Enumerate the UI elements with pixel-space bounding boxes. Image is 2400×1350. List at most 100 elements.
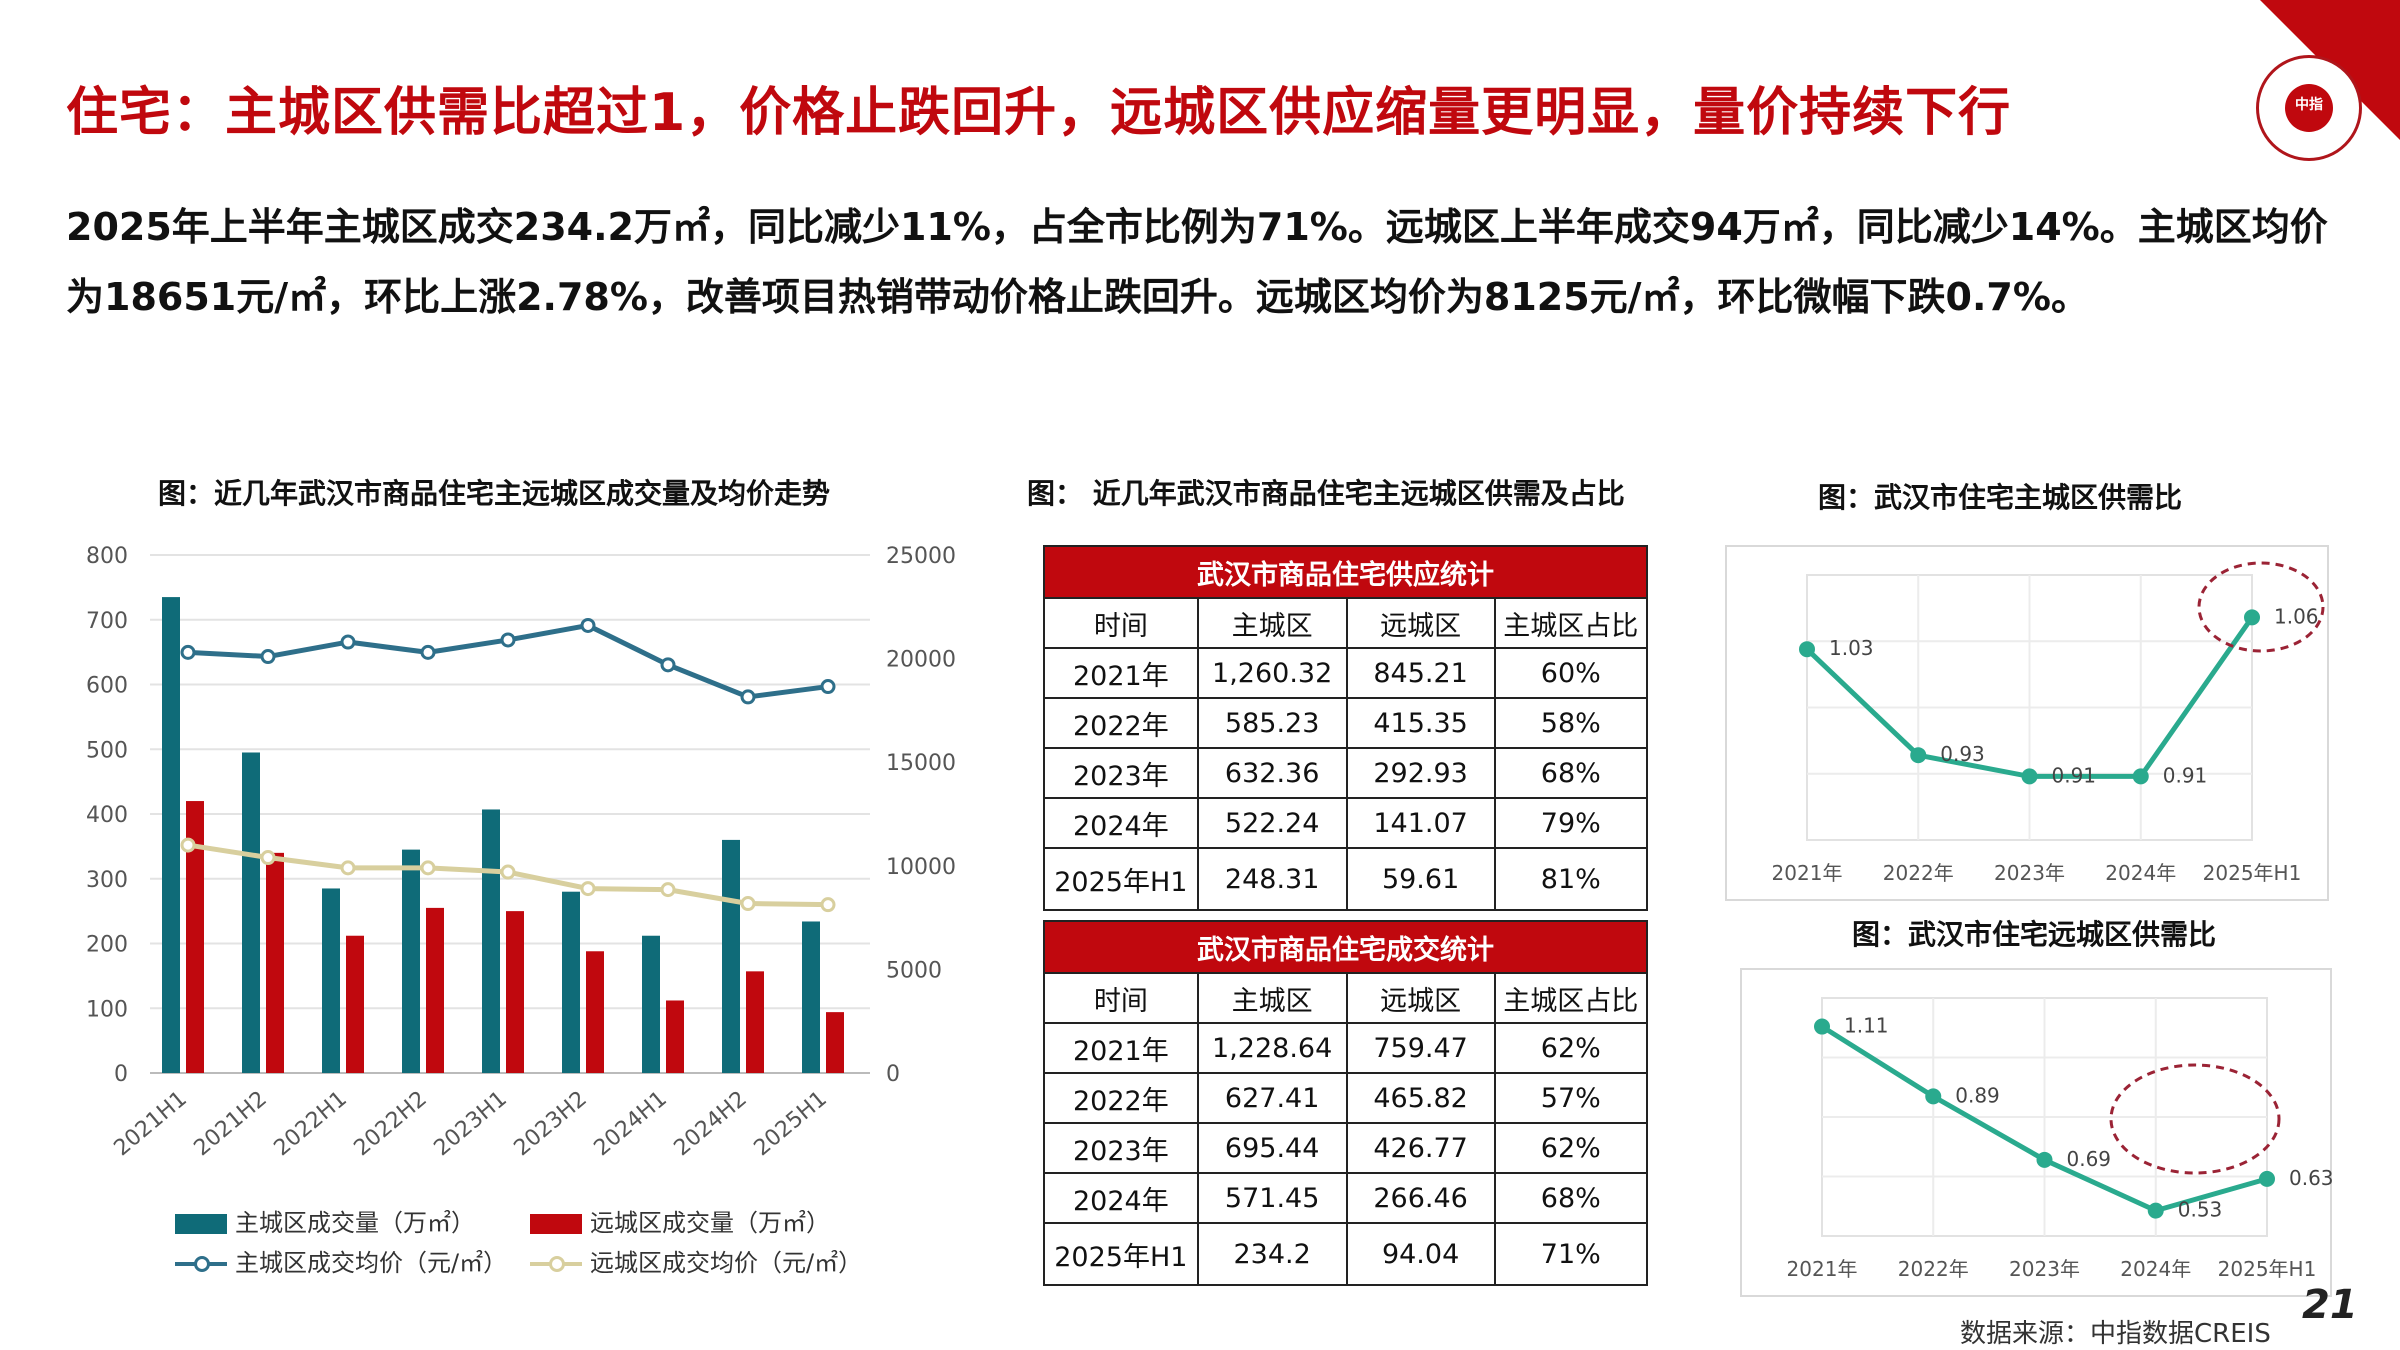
main-volume-bar (642, 935, 660, 1073)
column-header: 主城区占比 (1493, 972, 1649, 1024)
seal-text: 中指 (2295, 97, 2323, 113)
table-cell: 2021年 (1043, 1022, 1199, 1074)
x-tick-label: 2023年 (2009, 1257, 2080, 1281)
table-row: 2025年H1 248.31 59.61 81% (1043, 847, 1649, 911)
chart2-panel (1725, 545, 2329, 901)
main-volume-bar (402, 849, 420, 1073)
table-cell: 248.31 (1196, 847, 1348, 911)
data-label: 1.03 (1829, 636, 1874, 660)
far-price-point (740, 896, 756, 912)
table-cell: 2025年H1 (1043, 1222, 1199, 1286)
table-row: 2022年 585.23 415.35 58% (1043, 697, 1649, 749)
x-tick-label: 2021H1 (110, 1086, 192, 1161)
x-tick-label: 2023H2 (510, 1086, 592, 1161)
table-cell: 2022年 (1043, 697, 1199, 749)
far-volume-bar (186, 801, 204, 1073)
table-cell: 1,228.64 (1196, 1022, 1348, 1074)
legend-swatch (530, 1214, 582, 1234)
main-volume-bar (722, 839, 740, 1073)
x-tick-label: 2021H2 (190, 1086, 272, 1161)
x-tick-label: 2025年H1 (2218, 1257, 2317, 1281)
data-label: 0.91 (2163, 763, 2208, 787)
far-price-point (340, 860, 356, 876)
table-cell: 695.44 (1196, 1122, 1348, 1174)
volume-price-chart: 0 100 200 300 400 500 600 700 800 0 5000 10000 15000… (86, 544, 956, 1161)
x-tick-label: 2025年H1 (2203, 861, 2302, 885)
x-tick-label: 2024H1 (590, 1086, 672, 1161)
column-header: 远城区 (1345, 597, 1496, 649)
far-volume-bar (346, 935, 364, 1073)
far-price-point (660, 882, 676, 898)
supply-table: 武汉市商品住宅供应统计 时间 主城区 远城区 主城区占比 2021年 1,260.32 84… (1043, 545, 1649, 911)
far-volume-bar (506, 911, 524, 1073)
table-cell: 59.61 (1345, 847, 1496, 911)
ratio-point (2036, 1151, 2053, 1168)
x-tick-label: 2024年 (2105, 861, 2176, 885)
y-tick-label: 800 (86, 544, 128, 569)
table-cell: 62% (1493, 1022, 1649, 1074)
table-cell: 266.46 (1345, 1172, 1496, 1224)
chart3-panel (1740, 968, 2332, 1297)
table-cell: 94.04 (1345, 1222, 1496, 1286)
table-cell: 632.36 (1196, 747, 1348, 799)
ratio-point (2021, 768, 2038, 785)
table-cell: 522.24 (1196, 797, 1348, 849)
table-cell: 2024年 (1043, 797, 1199, 849)
x-tick-label: 2023年 (1994, 861, 2065, 885)
page-title: 住宅：主城区供需比超过1，价格止跌回升，远城区供应缩量更明显，量价持续下行 (66, 83, 2012, 143)
deal-table-header: 武汉市商品住宅成交统计 (1043, 920, 1648, 974)
y-tick-label: 300 (86, 868, 128, 893)
y-tick-label: 600 (86, 674, 128, 699)
y-tick-label: 400 (86, 803, 128, 828)
table-cell: 1,260.32 (1196, 647, 1348, 699)
x-tick-label: 2022年 (1883, 861, 1954, 885)
data-label: 1.11 (1844, 1014, 1889, 1038)
seal-center (2285, 84, 2333, 132)
main-price-point (740, 689, 756, 705)
column-header: 主城区占比 (1493, 597, 1649, 649)
table-cell: 57% (1493, 1072, 1649, 1124)
data-label: 0.63 (2289, 1166, 2334, 1190)
data-label: 1.06 (2274, 604, 2319, 628)
main-city-ratio-chart: 1.03 2021年 0.93 2022年 0.91 2023年 0.91 2024年 1.06… (1772, 561, 2325, 885)
ratio-point (2132, 768, 2149, 785)
ratio-point (1910, 747, 1927, 764)
table-cell: 2021年 (1043, 647, 1199, 699)
table-cell: 79% (1493, 797, 1649, 849)
table-cell: 845.21 (1345, 647, 1496, 699)
y2-tick-label: 25000 (886, 544, 956, 569)
far-price-point (420, 860, 436, 876)
x-tick-label: 2024H2 (670, 1086, 752, 1161)
legend-item-far-price: 远城区成交均价（元/㎡） (530, 1243, 862, 1278)
legend-swatch (175, 1214, 227, 1234)
table-cell: 2023年 (1043, 1122, 1199, 1174)
table-cell: 81% (1493, 847, 1649, 911)
far-price-point (820, 897, 836, 913)
x-tick-label: 2023H1 (430, 1086, 512, 1161)
table-cell: 60% (1493, 647, 1649, 699)
chart2-title: 图：武汉市住宅主城区供需比 (1818, 481, 2183, 514)
table-cell: 292.93 (1345, 747, 1496, 799)
data-label: 0.93 (1940, 742, 1985, 766)
far-volume-bar (666, 1000, 684, 1073)
table-cell: 571.45 (1196, 1172, 1348, 1224)
table-row: 2024年 571.45 266.46 68% (1043, 1172, 1649, 1224)
legend-swatch (530, 1256, 582, 1272)
x-tick-label: 2021年 (1787, 1257, 1858, 1281)
y2-tick-label: 0 (886, 1062, 900, 1087)
column-header: 时间 (1043, 597, 1199, 649)
supply-table-header: 武汉市商品住宅供应统计 (1043, 545, 1648, 599)
far-volume-bar (426, 907, 444, 1073)
table-cell: 58% (1493, 697, 1649, 749)
far-volume-bar (826, 1012, 844, 1073)
data-label: 0.69 (2067, 1147, 2112, 1171)
x-tick-label: 2022H2 (350, 1086, 432, 1161)
column-header: 远城区 (1345, 972, 1496, 1024)
y2-tick-label: 15000 (886, 751, 956, 776)
table-cell: 465.82 (1345, 1072, 1496, 1124)
ratio-point (1799, 641, 1815, 658)
table-cell: 2023年 (1043, 747, 1199, 799)
y-tick-label: 100 (86, 997, 128, 1022)
table-cell: 627.41 (1196, 1072, 1348, 1124)
table-cell: 141.07 (1345, 797, 1496, 849)
